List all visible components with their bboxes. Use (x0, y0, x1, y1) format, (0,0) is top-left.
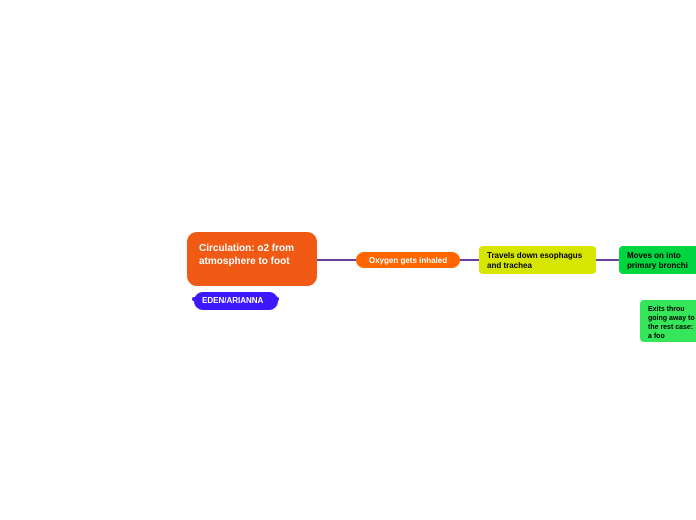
edge-root-n1 (317, 259, 356, 261)
root-node-text: Circulation: o2 from atmosphere to foot (199, 243, 294, 267)
node-oxygen-inhaled-text: Oxygen gets inhaled (369, 256, 447, 265)
node-esophagus-trachea-text: Travels down esophagus and trachea (487, 251, 582, 270)
node-oxygen-inhaled[interactable]: Oxygen gets inhaled (356, 252, 460, 268)
node-exits[interactable]: Exits throu going away to the rest case:… (640, 300, 696, 342)
node-exits-text: Exits throu going away to the rest case:… (648, 306, 695, 340)
node-esophagus-trachea[interactable]: Travels down esophagus and trachea (479, 246, 596, 274)
author-node-text: EDEN/ARIANNA (202, 296, 263, 305)
node-primary-bronchi[interactable]: Moves on into primary bronchi (619, 246, 696, 274)
root-node[interactable]: Circulation: o2 from atmosphere to foot (187, 232, 317, 286)
node-primary-bronchi-text: Moves on into primary bronchi (627, 251, 688, 270)
author-node[interactable]: EDEN/ARIANNA (194, 292, 278, 310)
edge-n2-n3 (596, 259, 619, 261)
edge-n1-n2 (460, 259, 479, 261)
